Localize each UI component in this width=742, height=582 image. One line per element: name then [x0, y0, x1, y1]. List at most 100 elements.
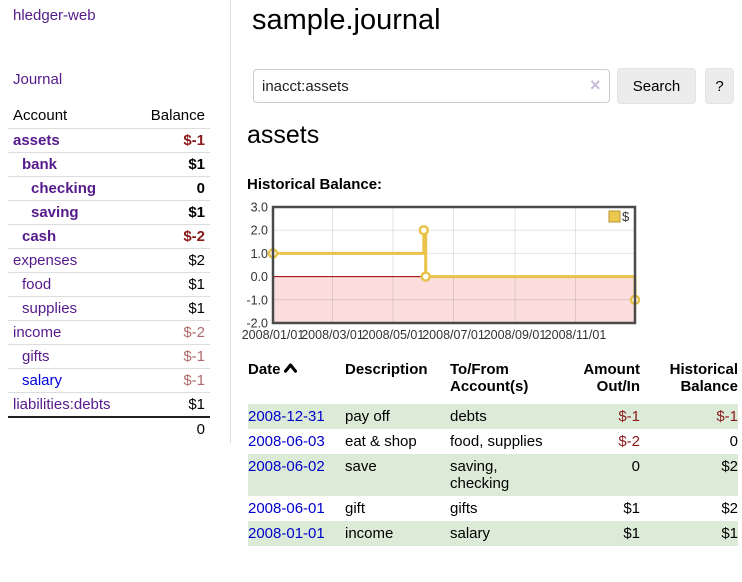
y-tick-label: -1.0 [246, 293, 268, 307]
page-title: sample.journal [252, 4, 441, 36]
account-link-checking[interactable]: checking [31, 180, 97, 197]
register-balance: $-1 [716, 408, 738, 425]
register-row: 2008-06-03 eat & shop food, supplies $-2 0 [248, 429, 738, 454]
y-tick-label: 2.0 [251, 224, 268, 238]
x-tick-label: 2008/03/01 [301, 328, 364, 342]
search-input[interactable] [253, 69, 610, 103]
x-tick-label: 2008/09/01 [484, 328, 547, 342]
register-date-link[interactable]: 2008-06-03 [248, 433, 325, 450]
register-balance: $2 [721, 458, 738, 475]
y-tick-label: 1.0 [251, 247, 268, 261]
account-title: assets [247, 121, 320, 149]
account-link-liabilities-debts[interactable]: liabilities:debts [13, 396, 111, 413]
register-description: eat & shop [345, 433, 417, 450]
account-balance: $-1 [134, 128, 210, 153]
account-link-cash[interactable]: cash [22, 228, 57, 245]
register-accounts: debts [450, 408, 487, 425]
account-row: cash $-2 [8, 224, 210, 249]
data-point-marker[interactable] [418, 224, 430, 236]
account-link-saving[interactable]: saving [31, 204, 79, 221]
account-balance: $1 [134, 152, 210, 177]
account-row: gifts $-1 [8, 344, 210, 369]
account-row: expenses $2 [8, 248, 210, 273]
account-balance: $1 [134, 296, 210, 321]
account-row: assets $-1 [8, 128, 210, 153]
legend-swatch [608, 210, 621, 223]
account-balance: $2 [134, 248, 210, 273]
plot-border [271, 205, 637, 325]
register-accounts: gifts [450, 500, 478, 517]
chart-label: Historical Balance: [247, 176, 383, 193]
account-row: saving $1 [8, 200, 210, 225]
sidebar-item-journal[interactable]: Journal [13, 71, 63, 88]
account-link-salary[interactable]: salary [22, 372, 63, 389]
account-link-supplies[interactable]: supplies [22, 300, 78, 317]
register-date-link[interactable]: 2008-06-02 [248, 458, 325, 475]
account-link-expenses[interactable]: expenses [13, 252, 78, 269]
account-row: salary $-1 [8, 368, 210, 393]
account-row: income $-2 [8, 320, 210, 345]
register-date-link[interactable]: 2008-12-31 [248, 408, 325, 425]
register-accounts: food, supplies [450, 433, 543, 450]
accounts-header-account: Account [8, 104, 135, 129]
register-date-link[interactable]: 2008-06-01 [248, 500, 325, 517]
account-link-assets[interactable]: assets [13, 132, 60, 149]
account-balance: $1 [134, 392, 210, 418]
register-description: save [345, 458, 377, 475]
x-tick-label: 2008/11/01 [545, 328, 607, 342]
register-balance: 0 [729, 433, 738, 450]
register-row: 2008-12-31 pay off debts $-1 $-1 [248, 404, 738, 429]
account-balance: $-2 [134, 224, 210, 249]
account-row: food $1 [8, 272, 210, 297]
register-description: gift [345, 500, 366, 517]
register-header-row: Date Description To/From Account(s) Amou… [248, 358, 738, 404]
sort-ascending-icon [283, 363, 297, 373]
register-amount: 0 [631, 458, 640, 475]
brand-link[interactable]: hledger-web [13, 7, 96, 24]
register-balance: $1 [721, 525, 738, 542]
register-balance: $2 [721, 500, 738, 517]
historical-balance-chart: $3.0 2.0 1.0 0.0 -1.0 -2.02008/01/012008/03/0… [242, 202, 641, 342]
account-link-gifts[interactable]: gifts [22, 348, 50, 365]
account-row: checking 0 [8, 176, 210, 201]
register-amount: $1 [623, 500, 640, 517]
register-header-accounts: To/From Account(s) [450, 361, 529, 395]
search-button[interactable]: Search [617, 68, 696, 104]
register-amount: $-2 [618, 433, 640, 450]
help-button[interactable]: ? [705, 68, 734, 104]
y-tick-label: 0.0 [251, 270, 268, 284]
register-accounts: saving, checking [450, 458, 510, 492]
account-link-food[interactable]: food [22, 276, 52, 293]
register-date-link[interactable]: 2008-01-01 [248, 525, 325, 542]
register-description: pay off [345, 408, 390, 425]
account-link-bank[interactable]: bank [22, 156, 58, 173]
account-balance: $1 [134, 200, 210, 225]
register-header-date[interactable]: Date [248, 358, 345, 404]
account-row: supplies $1 [8, 296, 210, 321]
account-balance: $1 [134, 272, 210, 297]
clear-search-icon[interactable]: × [590, 75, 601, 95]
x-tick-label: 2008/07/01 [422, 328, 485, 342]
account-balance: $-1 [134, 368, 210, 393]
register-header-description: Description [345, 361, 428, 378]
register-table: Date Description To/From Account(s) Amou… [248, 358, 738, 546]
accounts-total-balance: 0 [134, 416, 210, 441]
negative-region [273, 276, 635, 323]
register-amount: $1 [623, 525, 640, 542]
account-balance: $-2 [134, 320, 210, 345]
account-balance: $-1 [134, 344, 210, 369]
accounts-table-header: Account Balance [8, 104, 210, 129]
y-tick-label: -2.0 [246, 317, 268, 331]
account-link-income[interactable]: income [13, 324, 62, 341]
register-row: 2008-01-01 income salary $1 $1 [248, 521, 738, 546]
register-accounts: salary [450, 525, 491, 542]
register-row: 2008-06-02 save saving, checking 0 $2 [248, 454, 738, 496]
sidebar: hledger-web Journal Account Balance asse… [0, 0, 231, 443]
account-row: liabilities:debts $1 [8, 392, 210, 418]
data-point-marker[interactable] [420, 271, 431, 282]
accounts-header-balance: Balance [134, 104, 210, 129]
register-amount: $-1 [618, 408, 640, 425]
register-header-amount: Amount Out/In [583, 361, 640, 395]
account-balance: 0 [134, 176, 210, 201]
account-row: bank $1 [8, 152, 210, 177]
